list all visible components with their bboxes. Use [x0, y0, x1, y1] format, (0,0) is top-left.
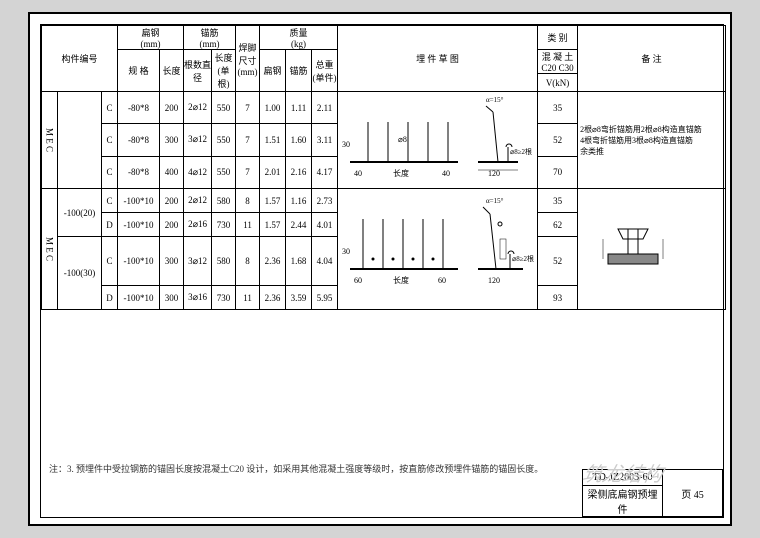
hdr-category: 类 别: [538, 26, 578, 50]
tb-page: 页 45: [663, 470, 723, 517]
cell: 7: [236, 92, 260, 124]
lbl-angle: α=15°: [486, 96, 504, 104]
cell: 200: [160, 92, 184, 124]
hdr-flat-steel: 扁钢(mm): [118, 26, 184, 50]
hdr-concrete: 混 凝 土C20 C30: [538, 50, 578, 74]
dim-120: 120: [488, 169, 500, 178]
table-row: M E C -100(20) C -100*10200 2⌀12580 81.5…: [42, 189, 726, 213]
cell: 1.11: [286, 92, 312, 124]
hdr-spec: 规 格: [118, 50, 160, 92]
lbl-phi8: ⌀8: [398, 135, 407, 144]
row-id: -100(30): [58, 237, 102, 310]
hdr-diagram: 埋 件 草 图: [338, 26, 538, 92]
cell: 35: [538, 92, 578, 124]
cell: 1.00: [260, 92, 286, 124]
hdr-anchor-len: 长度(单根): [212, 50, 236, 92]
row-id: -100(20): [58, 189, 102, 237]
hdr-total-wt: 总重(单件): [312, 50, 338, 92]
cell: 2.11: [312, 92, 338, 124]
dim-40b: 40: [442, 169, 450, 178]
hdr-flat-wt: 扁钢: [260, 50, 286, 92]
title-block: TD-JZ2003-60 页 45 梁侧底扁钢预埋件: [582, 469, 723, 517]
section-icon: [578, 219, 678, 279]
svg-text:60: 60: [354, 276, 362, 285]
row-id: [58, 92, 102, 189]
embed-diagram-2: 30 60 长度 60 α=15° ⌀8≥2根 120: [338, 189, 536, 309]
row-type: C: [102, 124, 118, 156]
cell: -80*8: [118, 92, 160, 124]
hdr-weld: 焊脚尺寸(mm): [236, 26, 260, 92]
remarks-cell: 2根⌀8弯折锚筋用2根⌀8构造直锚筋4根弯折锚筋用3根⌀8构造直锚筋余类推: [578, 92, 726, 189]
hdr-component-id: 构件编号: [42, 26, 118, 92]
hdr-remarks: 备 注: [578, 26, 726, 92]
row-type: C: [102, 92, 118, 124]
svg-text:α=15°: α=15°: [486, 197, 504, 205]
embed-diagram-1: 30 ⌀8 40 长度 40 α=15° ⌀8≥2根 120: [338, 92, 536, 188]
svg-text:60: 60: [438, 276, 446, 285]
dim-40: 40: [354, 169, 362, 178]
table-row: M E C C -80*8 200 2⌀12 550 7 1.00 1.11 2…: [42, 92, 726, 124]
row-prefix: M E C: [42, 189, 58, 310]
svg-text:⌀8≥2根: ⌀8≥2根: [512, 254, 534, 263]
footnote: 注：3. 预埋件中受拉钢筋的锚固长度按混凝土C20 设计，如采用其他混凝土强度等…: [49, 462, 543, 475]
tb-name: 梁侧底扁钢预埋件: [583, 486, 663, 517]
hdr-weight: 质量(kg): [260, 26, 338, 50]
table-header-row-1: 构件编号 扁钢(mm) 锚筋(mm) 焊脚尺寸(mm) 质量(kg) 埋 件 草…: [42, 26, 726, 50]
diagram-cell-1: 30 ⌀8 40 长度 40 α=15° ⌀8≥2根 120: [338, 92, 538, 189]
drawing-sheet: 构件编号 扁钢(mm) 锚筋(mm) 焊脚尺寸(mm) 质量(kg) 埋 件 草…: [28, 12, 732, 526]
hdr-vkn: V(kN): [538, 74, 578, 92]
spec-table: 构件编号 扁钢(mm) 锚筋(mm) 焊脚尺寸(mm) 质量(kg) 埋 件 草…: [41, 25, 726, 310]
lbl-len: 长度: [393, 168, 409, 178]
diagram-cell-2: 30 60 长度 60 α=15° ⌀8≥2根 120: [338, 189, 538, 310]
hdr-length: 长度: [160, 50, 184, 92]
row-prefix: M E C: [42, 92, 58, 189]
cell: 2⌀12: [184, 92, 212, 124]
svg-text:120: 120: [488, 276, 500, 285]
row-type: C: [102, 156, 118, 188]
svg-text:30: 30: [342, 247, 350, 256]
hdr-count-dia: 根数直径: [184, 50, 212, 92]
hdr-anchor: 锚筋(mm): [184, 26, 236, 50]
dim-30: 30: [342, 140, 350, 149]
tb-code: TD-JZ2003-60: [583, 470, 663, 486]
cell: 550: [212, 92, 236, 124]
remarks-cell-2: [578, 189, 726, 310]
drawing-frame: 构件编号 扁钢(mm) 锚筋(mm) 焊脚尺寸(mm) 质量(kg) 埋 件 草…: [40, 24, 724, 518]
svg-text:长度: 长度: [393, 275, 409, 285]
hdr-anchor-wt: 锚筋: [286, 50, 312, 92]
lbl-phi8x2: ⌀8≥2根: [510, 147, 532, 156]
